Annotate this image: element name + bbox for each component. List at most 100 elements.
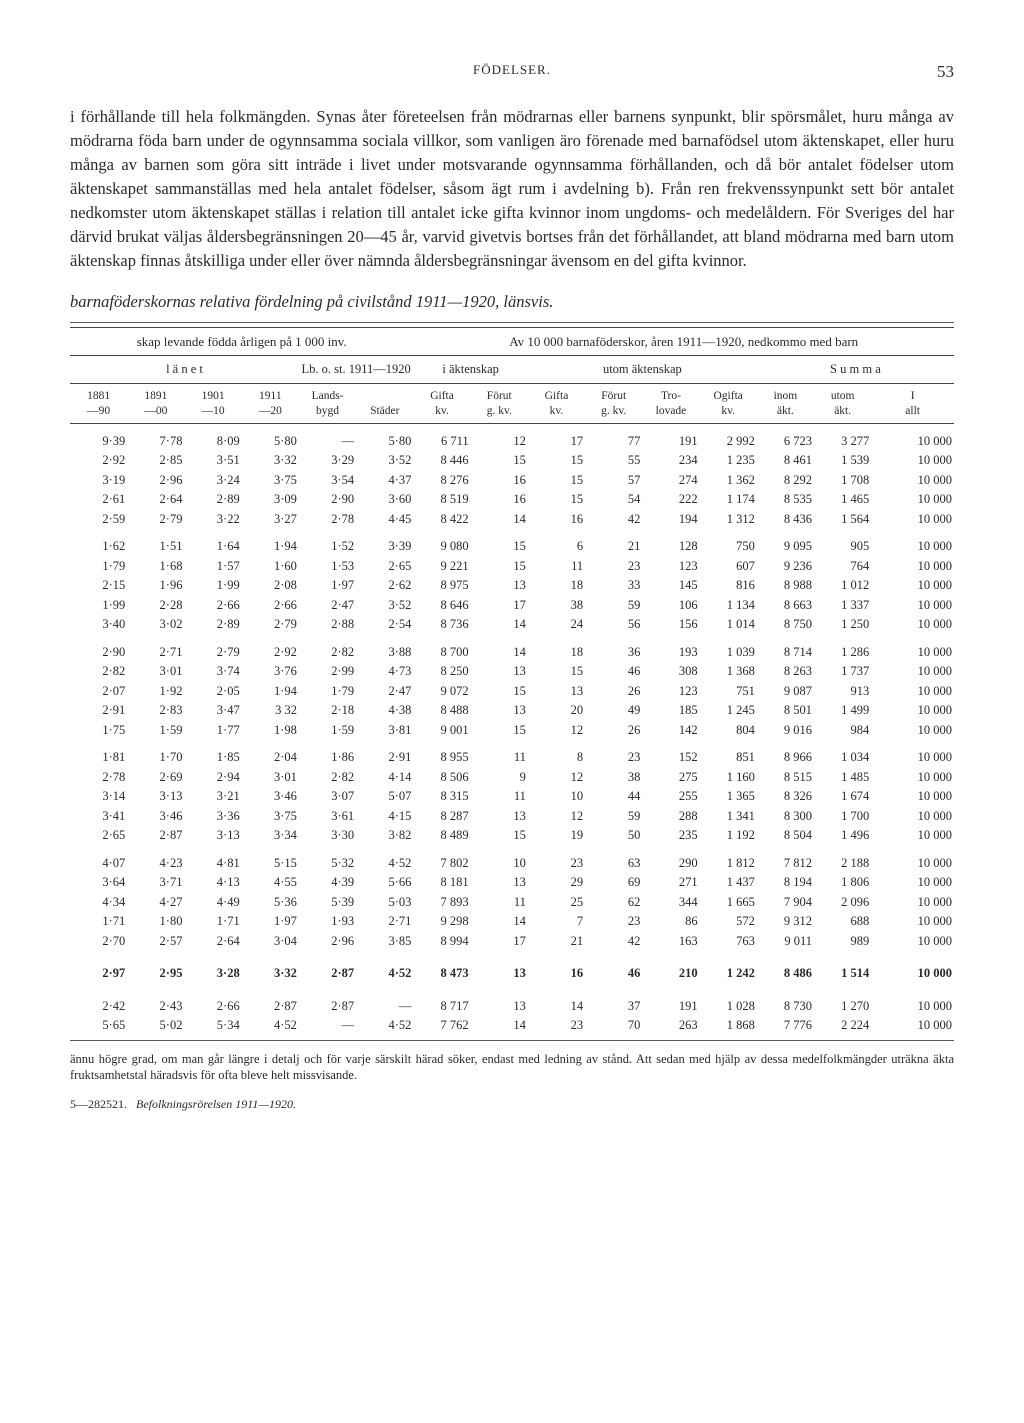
table-cell: 2·71 <box>127 643 184 663</box>
table-cell: 8 501 <box>757 701 814 721</box>
table-cell: 851 <box>700 748 757 768</box>
table-cell: 2·87 <box>299 959 356 989</box>
table-cell: 8 506 <box>413 768 470 788</box>
table-cell: 2·15 <box>70 576 127 596</box>
table-cell: 59 <box>585 807 642 827</box>
table-cell: 8 994 <box>413 932 470 952</box>
table-cell: 10 000 <box>871 537 954 557</box>
table-cell: 1·85 <box>184 748 241 768</box>
table-cell: 4·15 <box>356 807 413 827</box>
table-cell: 36 <box>585 643 642 663</box>
table-cell: 1 362 <box>700 471 757 491</box>
column-header: Giftakv. <box>528 384 585 424</box>
table-cell: 23 <box>528 1016 585 1036</box>
table-cell: 13 <box>471 701 528 721</box>
table-row: 2·592·793·223·272·784·458 4221416421941 … <box>70 510 954 530</box>
table-cell: 2·70 <box>70 932 127 952</box>
table-cell: 4·55 <box>242 873 299 893</box>
table-cell: 1·96 <box>127 576 184 596</box>
table-cell: 1·93 <box>299 912 356 932</box>
table-cell: 16 <box>528 959 585 989</box>
table-cell: 4·52 <box>356 1016 413 1036</box>
table-cell: 10 000 <box>871 1016 954 1036</box>
table-cell: 25 <box>528 893 585 913</box>
table-cell: 15 <box>528 471 585 491</box>
table-cell: 5·32 <box>299 854 356 874</box>
table-cell: 3·07 <box>299 787 356 807</box>
table-cell: 1·64 <box>184 537 241 557</box>
header-summa: S u m m a <box>757 356 954 384</box>
table-cell: 3·32 <box>242 451 299 471</box>
table-cell: 156 <box>642 615 699 635</box>
table-cell: 1·92 <box>127 682 184 702</box>
table-cell: 15 <box>528 490 585 510</box>
table-cell: 1·81 <box>70 748 127 768</box>
table-cell: 3·47 <box>184 701 241 721</box>
table-cell: 13 <box>471 807 528 827</box>
table-cell: 5·15 <box>242 854 299 874</box>
table-cell: 16 <box>471 471 528 491</box>
table-cell: 14 <box>471 1016 528 1036</box>
table-cell: 3·01 <box>242 768 299 788</box>
table-cell: 1 437 <box>700 873 757 893</box>
table-cell: 1·97 <box>299 576 356 596</box>
table-cell: 77 <box>585 432 642 452</box>
table-cell: 191 <box>642 432 699 452</box>
header-lb: Lb. o. st. 1911—1920 <box>299 356 413 384</box>
table-cell: 984 <box>814 721 871 741</box>
table-cell: 1 012 <box>814 576 871 596</box>
table-row: 2·972·953·283·322·874·528 4731316462101 … <box>70 959 954 989</box>
table-cell: 106 <box>642 596 699 616</box>
table-cell: 152 <box>642 748 699 768</box>
table-cell: 42 <box>585 510 642 530</box>
table-cell: 46 <box>585 959 642 989</box>
table-cell: 163 <box>642 932 699 952</box>
table-cell: 1·94 <box>242 682 299 702</box>
table-cell: 8 750 <box>757 615 814 635</box>
table-cell: 2·79 <box>184 643 241 663</box>
table-cell: 10 000 <box>871 490 954 510</box>
table-cell: 15 <box>471 721 528 741</box>
table-cell: 1 499 <box>814 701 871 721</box>
table-cell: 4·38 <box>356 701 413 721</box>
table-cell: 235 <box>642 826 699 846</box>
table-row: 1·811·701·852·041·862·918 95511823152851… <box>70 748 954 768</box>
table-cell: 10 000 <box>871 596 954 616</box>
table-cell: 3 32 <box>242 701 299 721</box>
table-cell: 3·39 <box>356 537 413 557</box>
table-cell: 5·02 <box>127 1016 184 1036</box>
table-cell: 2 188 <box>814 854 871 874</box>
table-cell: 10 000 <box>871 748 954 768</box>
table-row: 2·652·873·133·343·303·828 4891519502351 … <box>70 826 954 846</box>
table-cell: 21 <box>585 537 642 557</box>
table-cell: 1 028 <box>700 997 757 1017</box>
table-cell: 1 806 <box>814 873 871 893</box>
table-cell: 1·97 <box>242 912 299 932</box>
table-cell: 8 515 <box>757 768 814 788</box>
table-cell: 15 <box>528 451 585 471</box>
table-cell: 9 080 <box>413 537 470 557</box>
table-cell: 1 365 <box>700 787 757 807</box>
table-row: 2·071·922·051·941·792·479 07215132612375… <box>70 682 954 702</box>
table-cell: 2·99 <box>299 662 356 682</box>
table-cell: 8 955 <box>413 748 470 768</box>
table-cell: 11 <box>528 557 585 577</box>
table-row: 2·151·961·992·081·972·628 97513183314581… <box>70 576 954 596</box>
column-header: inomäkt. <box>757 384 814 424</box>
table-cell: 69 <box>585 873 642 893</box>
table-cell: 3·40 <box>70 615 127 635</box>
table-cell: 2·87 <box>127 826 184 846</box>
table-row: 1·791·681·571·601·532·659 22115112312360… <box>70 557 954 577</box>
table-cell: 10 000 <box>871 557 954 577</box>
table-cell: 5·36 <box>242 893 299 913</box>
table-cell: 20 <box>528 701 585 721</box>
table-cell: 1·80 <box>127 912 184 932</box>
table-cell: 1·77 <box>184 721 241 741</box>
table-cell: 1·75 <box>70 721 127 741</box>
table-cell: 8 988 <box>757 576 814 596</box>
body-paragraph: i förhållande till hela folkmängden. Syn… <box>70 105 954 272</box>
table-cell: 3·71 <box>127 873 184 893</box>
table-cell: 2·90 <box>299 490 356 510</box>
table-cell: 234 <box>642 451 699 471</box>
table-cell: 194 <box>642 510 699 530</box>
